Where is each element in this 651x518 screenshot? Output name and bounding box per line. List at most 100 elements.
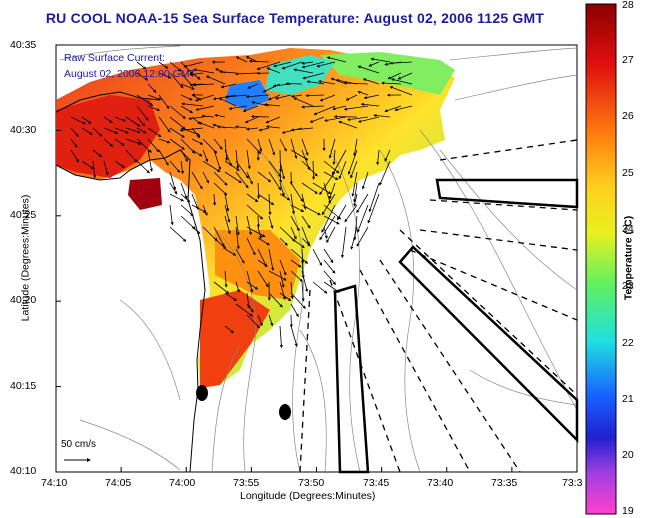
current-vector (279, 237, 288, 246)
current-vector (301, 204, 321, 216)
x-tick-label: 74:00 (169, 477, 196, 489)
current-vector (235, 303, 253, 317)
current-vector (311, 160, 316, 180)
current-vector (290, 127, 314, 132)
current-vector (213, 281, 230, 294)
current-vector (338, 160, 347, 180)
current-vector (301, 281, 305, 302)
current-vector (213, 138, 223, 150)
current-vector (279, 171, 283, 184)
current-vector (263, 103, 281, 107)
colorbar (585, 3, 617, 515)
marker-dot (279, 404, 291, 420)
current-vector (224, 193, 230, 212)
current-vector (328, 182, 336, 200)
current-vector (309, 116, 325, 123)
current-vector (70, 127, 79, 137)
current-vector (224, 160, 240, 171)
current-vector (114, 160, 126, 168)
current-vector (323, 160, 340, 174)
current-vector (361, 171, 369, 190)
current-vector (293, 97, 314, 107)
current-vector (301, 149, 311, 171)
current-vector (214, 113, 226, 118)
marker-dot (196, 385, 208, 401)
current-vector (281, 61, 303, 70)
current-vector (136, 61, 147, 70)
current-vector (353, 182, 358, 203)
current-vector (246, 270, 254, 293)
current-vector (224, 204, 231, 223)
current-vector (202, 171, 209, 184)
colorbar-tick-label: 20 (622, 449, 634, 461)
current-vector (245, 94, 270, 99)
current-vector (257, 314, 263, 327)
current-vector (158, 138, 171, 144)
current-vector (351, 171, 358, 197)
current-vector (323, 226, 328, 240)
current-vector (290, 193, 296, 215)
current-vector (268, 270, 287, 281)
y-axis-label: Latitude (Degrees:Minutes) (19, 194, 32, 322)
current-vector (246, 314, 260, 329)
current-vector (136, 105, 149, 121)
current-vector (250, 114, 270, 119)
current-vector (201, 114, 215, 118)
current-vector (323, 281, 340, 293)
y-tick-label: 40:15 (10, 380, 37, 392)
y-tick-label: 40:30 (10, 124, 37, 136)
current-vector (305, 94, 325, 98)
current-vector (318, 80, 336, 85)
current-vector (350, 160, 358, 179)
current-vector (169, 193, 185, 202)
current-vector (191, 138, 204, 145)
current-vector (301, 105, 325, 109)
current-vector (323, 248, 334, 264)
current-vector (224, 94, 248, 99)
current-vector (268, 248, 275, 272)
x-axis-label: Longitude (Degrees:Minutes) (240, 490, 376, 502)
colorbar-tick-label: 22 (622, 337, 634, 349)
current-vector (301, 61, 325, 69)
current-vector (319, 215, 336, 241)
current-vector (180, 204, 194, 217)
current-vector (158, 72, 172, 79)
current-vector (169, 116, 186, 130)
current-vector (194, 94, 215, 102)
current-vector (218, 97, 237, 107)
current-vector (235, 160, 249, 179)
current-vector (344, 204, 358, 223)
current-vector (246, 171, 253, 185)
current-vector (313, 105, 336, 116)
current-vector (301, 138, 309, 156)
current-vector (323, 171, 339, 180)
current-vector (136, 116, 146, 127)
current-vector (180, 105, 194, 114)
current-vector (319, 171, 336, 196)
current-vector (257, 237, 271, 246)
current-vector (180, 160, 184, 175)
current-vector (347, 116, 369, 121)
current-vector (357, 65, 380, 74)
current-vector (103, 116, 113, 124)
x-tick-label: 73:55 (233, 477, 260, 489)
y-tick-label: 40:20 (10, 294, 37, 306)
current-vector (368, 61, 380, 67)
current-vector (370, 57, 391, 63)
current-vector (169, 61, 182, 72)
colorbar-tick-label: 23 (622, 280, 634, 292)
current-vector (301, 226, 310, 246)
current-vector (224, 171, 242, 184)
current-vector (290, 303, 299, 318)
current-vector (180, 149, 188, 162)
current-vector (235, 226, 240, 250)
current-vector (293, 68, 314, 74)
current-vector (147, 105, 161, 111)
current-vector (246, 281, 259, 290)
x-tick-label: 74:10 (41, 477, 68, 489)
current-vector (268, 292, 283, 308)
current-vector (235, 171, 249, 189)
current-vector (125, 116, 141, 127)
current-vector (242, 105, 259, 113)
current-vector (202, 160, 221, 173)
